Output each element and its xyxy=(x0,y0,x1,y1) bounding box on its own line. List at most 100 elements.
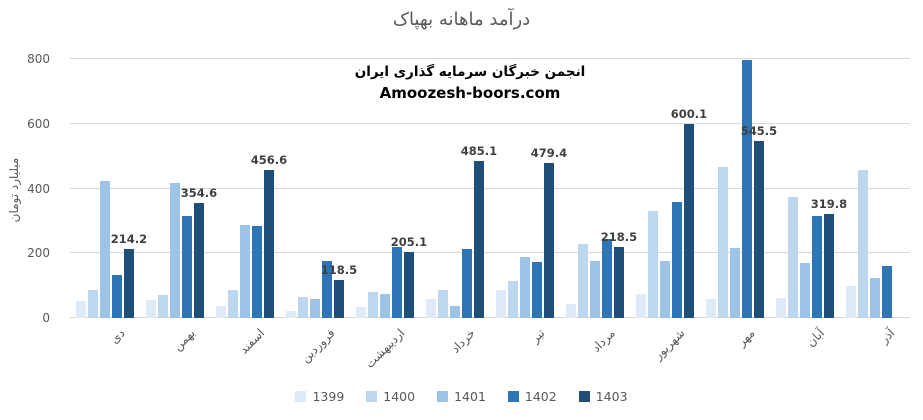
bar-1400 xyxy=(788,196,798,318)
bar-1402 xyxy=(182,216,192,318)
bar-1400 xyxy=(298,297,308,318)
y-tick-label: 400 xyxy=(27,181,50,196)
bar-1401 xyxy=(240,225,250,318)
bar-1402 xyxy=(112,275,122,318)
bar-1402 xyxy=(812,216,822,318)
x-axis-label: بهمن xyxy=(169,326,198,354)
data-label: 218.5 xyxy=(600,230,638,245)
bar-groups: 214.2 354.6 456.6 118.5 205.1 485.1 479.4 218.5… xyxy=(70,59,910,318)
bar-1399 xyxy=(356,306,366,318)
bar-group-2: 354.6 xyxy=(140,59,217,318)
gridline xyxy=(70,187,910,189)
bar-group-3: 456.6 xyxy=(210,59,287,318)
legend-swatch xyxy=(366,391,378,402)
annotation-line-1: انجمن خبرگان سرمایه گذاری ایران xyxy=(354,64,586,80)
bar-1399 xyxy=(776,297,786,318)
legend-label: 1399 xyxy=(312,389,345,404)
data-label: 118.5 xyxy=(320,262,358,277)
bar-1400 xyxy=(718,166,728,318)
x-axis-label: مرداد xyxy=(588,326,618,356)
bar-1399 xyxy=(286,310,296,318)
legend-label: 1401 xyxy=(454,389,486,404)
bar-1402 xyxy=(462,249,472,318)
x-axis-label: فروردین xyxy=(298,326,338,366)
x-axis-label: اسفند xyxy=(236,326,268,357)
x-axis-label: خرداد xyxy=(447,326,478,356)
gridline xyxy=(70,58,910,59)
legend-swatch xyxy=(578,391,590,402)
x-axis-label: شهریور xyxy=(651,326,688,363)
bar-1400 xyxy=(228,290,238,318)
bar-1402 xyxy=(392,247,402,318)
bar-1401 xyxy=(730,248,740,318)
bar-1403: 218.5 xyxy=(601,230,637,318)
bar-1402 xyxy=(742,59,752,318)
bar-group-9: 600.1 xyxy=(630,59,707,318)
legend-item-1400: 1400 xyxy=(366,389,415,404)
bar-1399 xyxy=(636,293,646,318)
bar-1399 xyxy=(496,290,506,318)
bar-group-10: 545.5 xyxy=(700,59,777,318)
bar-1401 xyxy=(660,261,670,318)
bar-1400 xyxy=(88,290,98,318)
data-label: 214.2 xyxy=(110,231,148,246)
bar-1401 xyxy=(310,299,320,318)
legend-item-1403: 1403 xyxy=(578,389,628,404)
x-axis-label: دی xyxy=(107,326,128,347)
bar-1402 xyxy=(532,262,542,318)
gridline xyxy=(70,317,910,318)
bar-1400 xyxy=(158,295,168,318)
data-label: 319.8 xyxy=(810,197,848,212)
chart-title: درآمد ماهانه بهپاک xyxy=(392,9,531,30)
legend-item-1399: 1399 xyxy=(295,389,344,404)
bar-1402 xyxy=(322,261,332,318)
bar-1403: 485.1 xyxy=(461,144,497,318)
bar-1403: 545.5 xyxy=(741,124,777,318)
bar-1402 xyxy=(672,202,682,318)
bar-1399 xyxy=(76,301,86,318)
plot-area: 214.2 354.6 456.6 118.5 205.1 485.1 479.4 218.5… xyxy=(70,58,910,318)
bar-1402 xyxy=(882,265,892,318)
legend-label: 1400 xyxy=(383,389,416,404)
x-axis-label: آبان xyxy=(804,326,828,350)
legend-item-1401: 1401 xyxy=(437,389,486,404)
x-axis-label: تیر xyxy=(527,326,548,346)
bar-group-6: 485.1 xyxy=(420,59,497,318)
bar-group-4: 118.5 xyxy=(280,59,357,318)
bar-1401 xyxy=(100,181,110,318)
bar-1401 xyxy=(520,256,530,318)
bar-1399 xyxy=(146,299,156,318)
legend: 1399 1400 1401 1402 1403 xyxy=(0,389,923,404)
legend-swatch xyxy=(437,391,449,402)
bar-1400 xyxy=(438,290,448,318)
bar-1399 xyxy=(216,305,226,318)
data-label: 600.1 xyxy=(670,106,708,121)
bar-group-12 xyxy=(840,59,910,318)
legend-item-1402: 1402 xyxy=(507,389,557,404)
data-label: 354.6 xyxy=(180,186,218,201)
y-tick-labels: 0 200 400 600 800 xyxy=(0,52,60,325)
bar-group-11: 319.8 xyxy=(770,59,847,318)
annotation-line-2: Amoozesh-boors.com xyxy=(379,84,561,102)
bar-1402 xyxy=(602,239,612,318)
bar-group-5: 205.1 xyxy=(350,59,427,318)
bar-1400 xyxy=(578,244,588,318)
bar-1403: 319.8 xyxy=(811,197,847,318)
bar-1399 xyxy=(426,298,436,318)
bar-1403: 479.4 xyxy=(531,146,567,318)
bar-1400 xyxy=(858,169,868,318)
bar-1399 xyxy=(566,303,576,318)
y-tick-label: 800 xyxy=(27,52,50,66)
bar-1403: 600.1 xyxy=(671,107,707,318)
bar-1402 xyxy=(252,226,262,318)
legend-label: 1403 xyxy=(595,389,628,404)
data-label: 485.1 xyxy=(460,143,498,158)
y-tick-label: 200 xyxy=(27,246,50,261)
bar-1403: 214.2 xyxy=(111,232,147,318)
bar-1401 xyxy=(590,261,600,318)
bar-group-1: 214.2 xyxy=(70,59,147,318)
bar-1403: 205.1 xyxy=(391,235,427,318)
bar-1401 xyxy=(450,306,460,318)
bar-1401 xyxy=(380,294,390,318)
